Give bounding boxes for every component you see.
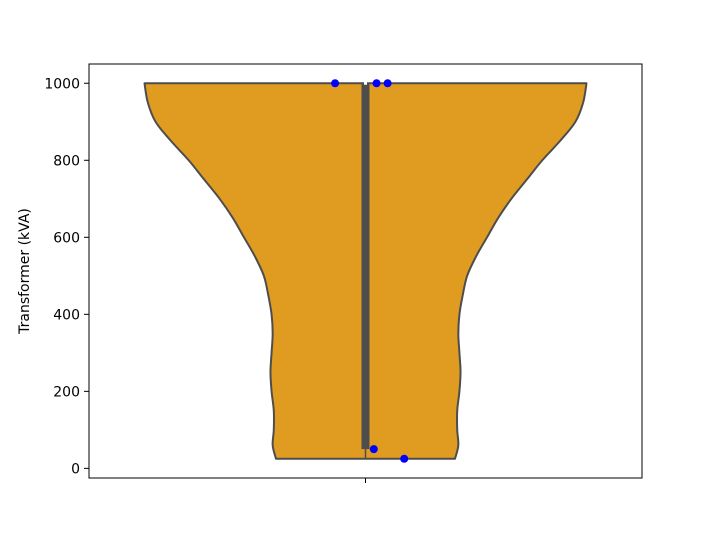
y-tick-label: 800 bbox=[53, 153, 80, 169]
y-tick-label: 0 bbox=[71, 461, 80, 477]
y-axis: 0 200 400 600 800 1000 bbox=[44, 76, 89, 477]
data-point bbox=[383, 79, 392, 88]
median-marker bbox=[364, 81, 367, 85]
y-tick-label: 600 bbox=[53, 230, 80, 246]
data-point bbox=[331, 79, 340, 88]
y-tick-label: 400 bbox=[53, 307, 80, 323]
data-point bbox=[372, 79, 381, 88]
y-axis-label: Transformer (kVA) bbox=[17, 208, 33, 335]
y-tick-label: 200 bbox=[53, 384, 80, 400]
points-layer bbox=[331, 79, 409, 463]
interquartile-box bbox=[361, 83, 370, 450]
box-layer bbox=[361, 81, 370, 459]
y-tick-label: 1000 bbox=[44, 76, 80, 92]
data-point bbox=[369, 445, 378, 454]
data-point bbox=[400, 454, 409, 463]
